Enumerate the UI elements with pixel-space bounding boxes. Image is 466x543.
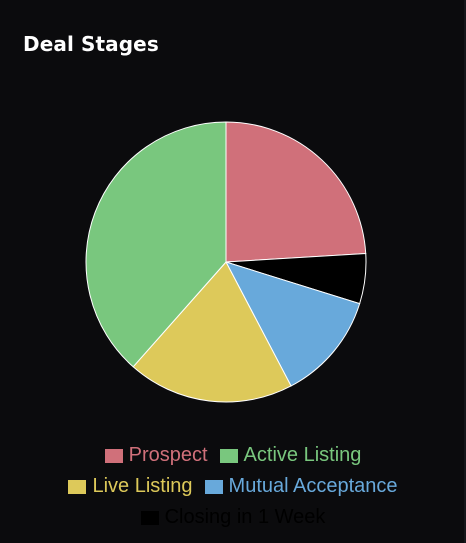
legend-row-3: Closing in 1 Week — [0, 502, 466, 533]
legend-item-active-listing[interactable]: Active Listing — [219, 440, 362, 471]
chart-title: Deal Stages — [23, 32, 159, 56]
legend-swatch-prospect — [104, 448, 123, 463]
legend-label-live-listing: Live Listing — [92, 475, 193, 497]
legend-item-prospect[interactable]: Prospect — [104, 440, 208, 471]
legend-item-mutual-acceptance[interactable]: Mutual Acceptance — [204, 471, 398, 502]
legend-label-closing-in-1-week: Closing in 1 Week — [164, 506, 326, 528]
legend-label-active-listing: Active Listing — [243, 444, 362, 466]
legend-item-live-listing[interactable]: Live Listing — [68, 471, 193, 502]
pie-slice-mutual-acceptance[interactable] — [224, 261, 361, 387]
chart-legend: Prospect Active Listing Live Listing Mut… — [0, 440, 466, 533]
legend-swatch-closing-in-1-week — [140, 510, 159, 525]
pie-slice-prospect[interactable] — [225, 121, 367, 263]
pie-slice-active-listing[interactable] — [85, 121, 227, 368]
legend-swatch-active-listing — [219, 448, 238, 463]
legend-item-closing-in-1-week[interactable]: Closing in 1 Week — [140, 502, 326, 533]
legend-label-mutual-acceptance: Mutual Acceptance — [228, 475, 398, 497]
pie-slices — [85, 121, 367, 403]
legend-row-1: Prospect Active Listing — [0, 440, 466, 471]
legend-label-prospect: Prospect — [128, 444, 208, 466]
legend-swatch-live-listing — [68, 479, 87, 494]
legend-row-2: Live Listing Mutual Acceptance — [0, 471, 466, 502]
pie-slice-live-listing[interactable] — [132, 261, 292, 403]
legend-swatch-mutual-acceptance — [204, 479, 223, 494]
